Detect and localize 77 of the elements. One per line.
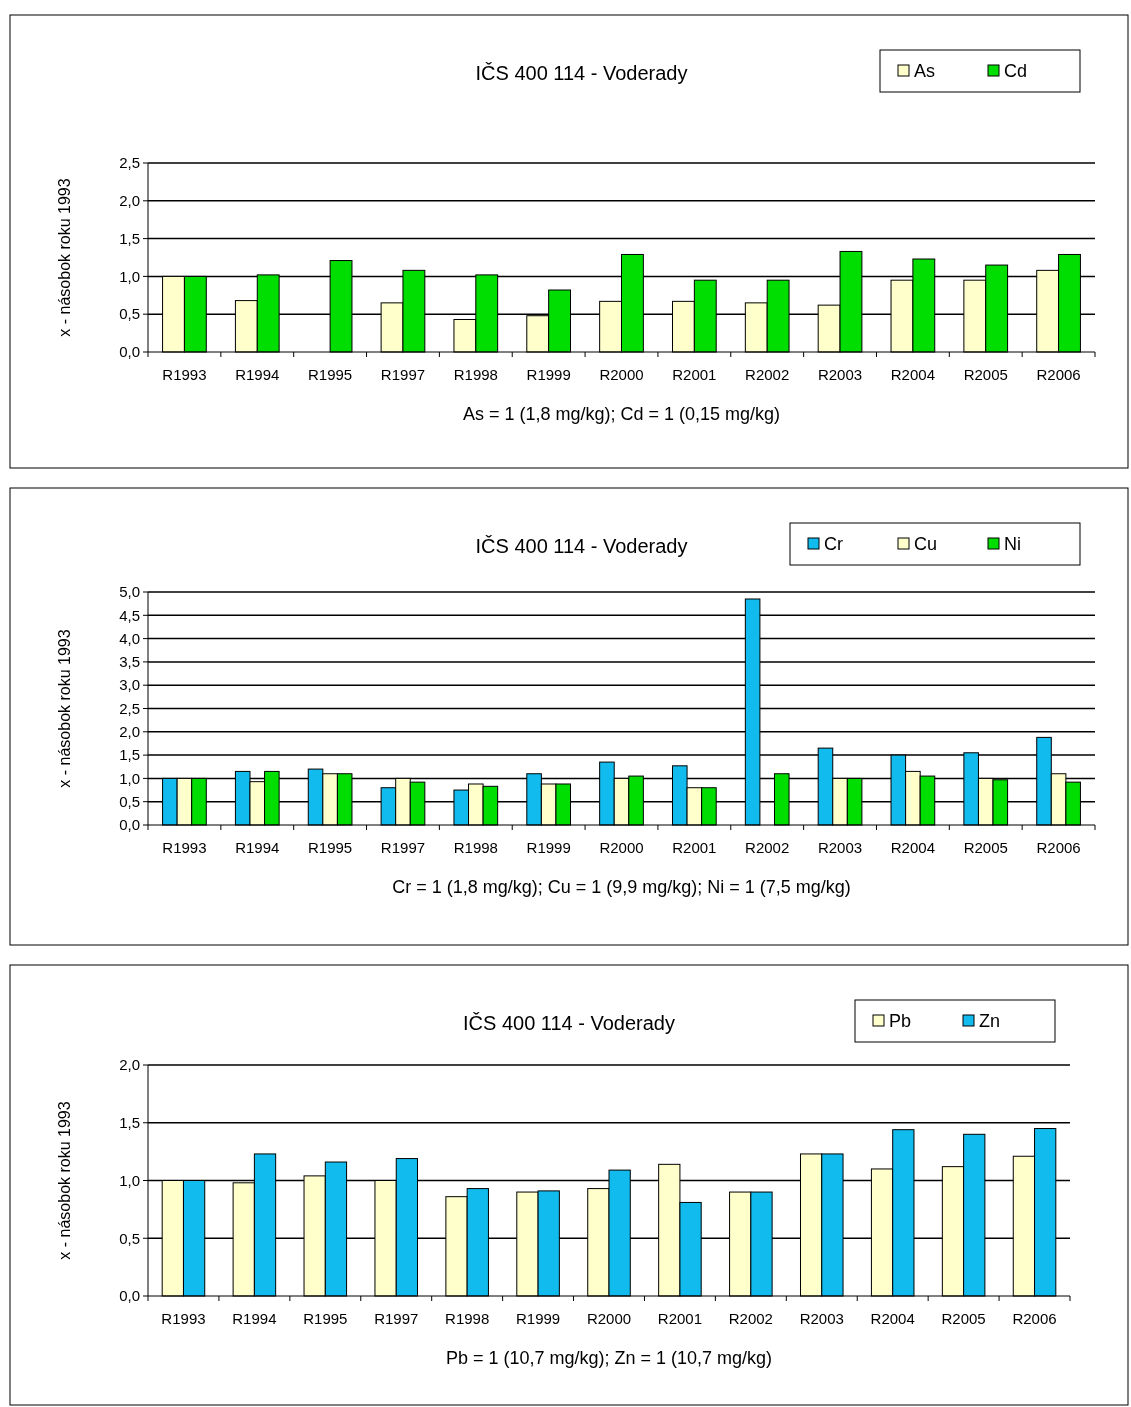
x-tick-label: R1993 — [162, 366, 207, 383]
y-tick-label: 1,5 — [119, 746, 140, 764]
y-tick-label: 3,0 — [119, 676, 140, 694]
y-tick-label: 4,5 — [119, 606, 140, 624]
x-tick-label: R1998 — [453, 839, 498, 856]
y-tick-label: 0,0 — [119, 1287, 140, 1305]
y-axis-title: x - násobok roku 1993 — [56, 178, 73, 337]
y-tick-label: 1,5 — [119, 1114, 140, 1131]
y-tick-label: 2,0 — [119, 1056, 140, 1074]
legend-label: Ni — [1004, 534, 1021, 555]
x-tick-label: R1999 — [526, 839, 571, 856]
x-tick-label: R2003 — [817, 366, 863, 383]
x-tick-label: R2001 — [657, 1310, 703, 1327]
x-tick-label: R2005 — [941, 1310, 986, 1327]
legend-label: Pb — [889, 1011, 912, 1032]
x-tick-label: R1997 — [380, 839, 426, 856]
x-tick-label: R2004 — [870, 1310, 915, 1327]
x-tick-label: R1998 — [453, 366, 498, 383]
x-tick-label: R1993 — [162, 839, 207, 856]
x-tick-label: R1993 — [161, 1310, 206, 1327]
x-tick-label: R2002 — [745, 366, 790, 383]
x-tick-label: R1995 — [308, 366, 353, 383]
x-tick-label: R1997 — [374, 1310, 419, 1327]
x-tick-label: R2001 — [672, 366, 717, 383]
x-tick-label: R1995 — [303, 1310, 348, 1327]
y-tick-label: 2,0 — [119, 192, 140, 210]
x-tick-label: R2003 — [817, 839, 863, 856]
chart-title: IČS 400 114 - Voderady — [475, 535, 688, 557]
chart-title: IČS 400 114 - Voderady — [475, 62, 688, 84]
y-tick-label: 1,0 — [119, 267, 140, 285]
x-tick-label: R2000 — [599, 366, 644, 383]
text: Pb = 1 (10,7 mg/kg); Zn = 1 (10,7 mg/kg) — [445, 1348, 773, 1368]
legend-label: Cu — [914, 534, 938, 555]
legend-label: As — [914, 61, 936, 82]
y-tick-label: 0,0 — [119, 343, 140, 361]
y-tick-label: 3,5 — [119, 653, 140, 671]
chart-title: IČS 400 114 - Voderady — [463, 1012, 675, 1034]
x-tick-label: R2000 — [586, 1310, 632, 1327]
text: Cr = 1 (1,8 mg/kg); Cu = 1 (9,9 mg/kg); Ni = 1 (7,5 mg/kg) — [392, 877, 851, 897]
y-tick-label: 2,0 — [119, 723, 140, 741]
x-tick-label: R2006 — [1036, 839, 1081, 856]
x-tick-label: R2004 — [890, 839, 935, 856]
x-tick-label: R1999 — [515, 1310, 561, 1327]
y-tick-label: 0,5 — [119, 792, 140, 810]
x-tick-label: R1995 — [308, 839, 353, 856]
legend-label: Cd — [1004, 61, 1028, 82]
x-tick-label: R1994 — [235, 366, 280, 383]
legend-label: Cr — [824, 534, 843, 555]
text: As = 1 (1,8 mg/kg); Cd = 1 (0,15 mg/kg) — [462, 404, 781, 424]
x-tick-label: R1994 — [232, 1310, 277, 1327]
x-tick-label: R2004 — [890, 366, 935, 383]
y-tick-label: 0,5 — [119, 305, 140, 323]
x-tick-label: R2002 — [728, 1310, 773, 1327]
y-tick-label: 5,0 — [119, 583, 140, 601]
x-tick-label: R1997 — [380, 366, 426, 383]
legend-label: Zn — [979, 1011, 1001, 1032]
y-tick-label: 1,0 — [119, 1171, 140, 1189]
x-tick-label: R2000 — [599, 839, 644, 856]
y-tick-label: 1,0 — [119, 769, 140, 787]
y-tick-label: 0,5 — [119, 1229, 140, 1247]
x-tick-label: R2002 — [745, 839, 790, 856]
x-tick-label: R2001 — [672, 839, 717, 856]
x-tick-label: R2003 — [799, 1310, 844, 1327]
y-tick-label: 0,0 — [119, 816, 140, 834]
x-tick-label: R1999 — [526, 366, 571, 383]
x-tick-label: R2005 — [963, 366, 1008, 383]
y-axis-title: x - násobok roku 1993 — [56, 629, 73, 788]
x-tick-label: R1994 — [235, 839, 280, 856]
y-tick-label: 4,0 — [119, 629, 140, 647]
y-tick-label: 2,5 — [119, 699, 140, 717]
y-tick-label: 2,5 — [119, 154, 140, 172]
y-axis-title: x - násobok roku 1993 — [56, 1101, 73, 1260]
x-tick-label: R2006 — [1012, 1310, 1057, 1327]
x-tick-label: R1998 — [445, 1310, 490, 1327]
y-tick-label: 1,5 — [119, 229, 140, 247]
x-tick-label: R2006 — [1036, 366, 1081, 383]
x-tick-label: R2005 — [963, 839, 1008, 856]
